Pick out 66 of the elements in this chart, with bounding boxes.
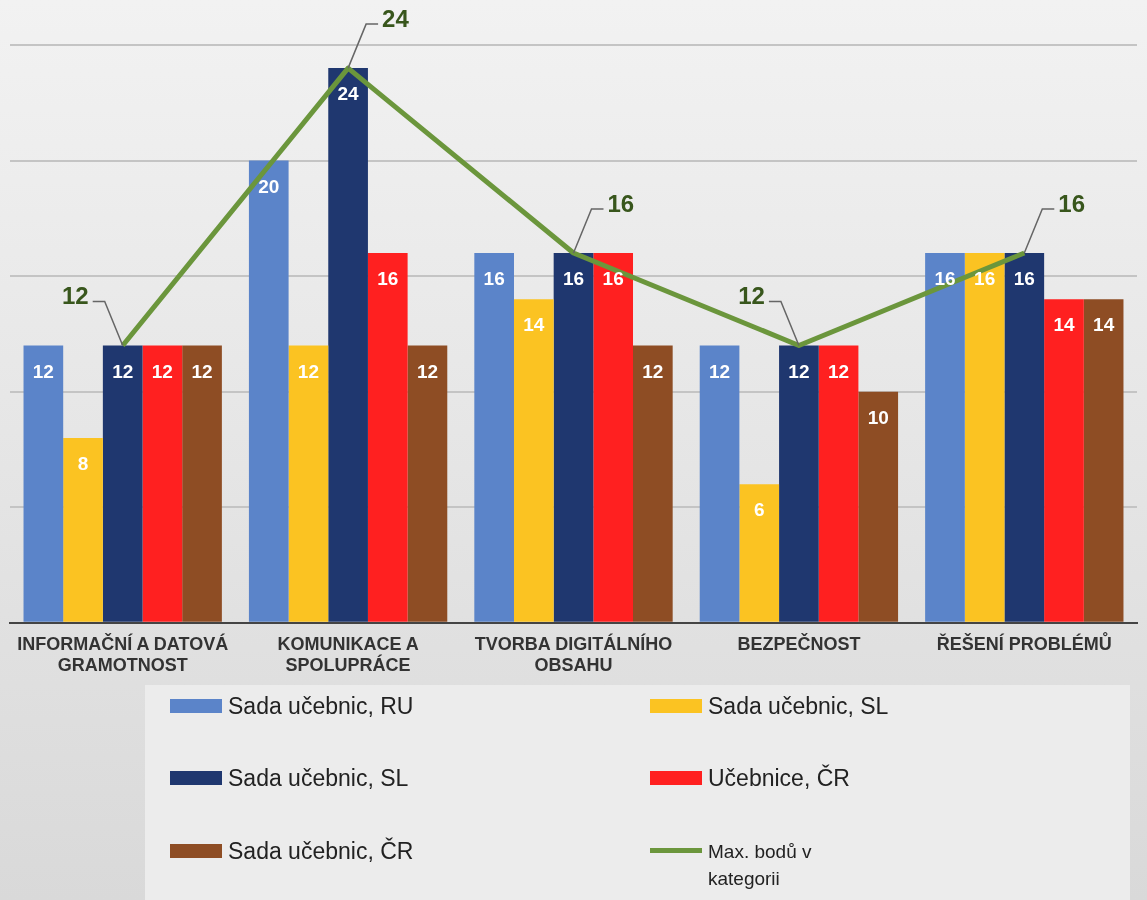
bar xyxy=(63,437,103,622)
bar xyxy=(964,253,1005,622)
legend-label: Max. bodů v kategorii xyxy=(708,839,813,891)
data-label: 12 xyxy=(191,360,213,382)
x-tick-label: INFORMAČNÍ A DATOVÁ GRAMOTNOST xyxy=(17,632,229,676)
data-label: 12 xyxy=(62,282,89,310)
x-tick-label: ŘEŠENÍ PROBLÉMŮ xyxy=(936,631,1112,654)
data-label: 24 xyxy=(382,4,410,32)
bar xyxy=(779,345,819,622)
data-label: 16 xyxy=(974,268,996,290)
data-label: 16 xyxy=(602,268,624,290)
bar xyxy=(1083,299,1124,622)
data-label: 12 xyxy=(708,360,731,382)
bar xyxy=(553,253,594,622)
data-label: 12 xyxy=(32,360,54,382)
data-label: 14 xyxy=(523,314,545,336)
bar xyxy=(102,345,143,622)
data-label: 14 xyxy=(1053,314,1075,336)
x-tick-label: TVORBA DIGITÁLNÍHO OBSAHU xyxy=(474,632,673,676)
bar xyxy=(328,68,368,622)
bar xyxy=(407,345,448,622)
x-tick-label: BEZPEČNOST xyxy=(737,632,861,654)
bar xyxy=(633,345,673,622)
data-label: 12 xyxy=(112,360,134,382)
bar xyxy=(474,253,514,622)
bar xyxy=(23,345,64,622)
bar xyxy=(182,345,222,622)
data-label: 16 xyxy=(562,268,585,290)
data-label: 20 xyxy=(258,175,280,197)
data-label: 12 xyxy=(788,360,810,382)
legend-label: Sada učebnic, SL xyxy=(228,765,409,793)
bar xyxy=(142,345,183,622)
data-label: 12 xyxy=(416,360,439,382)
data-label: 16 xyxy=(1058,189,1085,217)
bar xyxy=(1004,253,1045,622)
legend-label: Sada učebnic, SL xyxy=(708,693,889,720)
legend-label: Sada učebnic, RU xyxy=(228,693,414,720)
data-label: 16 xyxy=(377,268,399,290)
data-label: 12 xyxy=(738,282,765,310)
data-label: 12 xyxy=(151,360,173,382)
legend-label: Učebnice, ČR xyxy=(708,765,850,793)
data-label: 8 xyxy=(77,453,89,475)
bar xyxy=(858,391,899,622)
data-label: 10 xyxy=(867,406,889,428)
data-label: 16 xyxy=(934,268,956,290)
bar xyxy=(248,160,289,622)
bar xyxy=(288,345,329,622)
bar xyxy=(925,253,965,622)
data-label: 16 xyxy=(483,268,505,290)
bar xyxy=(513,299,554,622)
data-label: 16 xyxy=(1013,268,1035,290)
legend-label: Sada učebnic, ČR xyxy=(228,837,414,865)
bar xyxy=(593,253,634,622)
data-label: 12 xyxy=(828,360,850,382)
x-tick-label: KOMUNIKACE A SPOLUPRÁCE xyxy=(277,633,419,676)
data-label: 14 xyxy=(1093,314,1115,336)
bar xyxy=(1044,299,1084,622)
data-label: 6 xyxy=(753,499,765,521)
data-label: 16 xyxy=(607,189,635,217)
bar xyxy=(739,484,780,622)
data-label: 24 xyxy=(337,83,360,105)
data-label: 12 xyxy=(297,360,319,382)
bar xyxy=(367,253,408,622)
bar xyxy=(818,345,859,622)
bar xyxy=(699,345,740,622)
data-label: 12 xyxy=(642,360,664,382)
